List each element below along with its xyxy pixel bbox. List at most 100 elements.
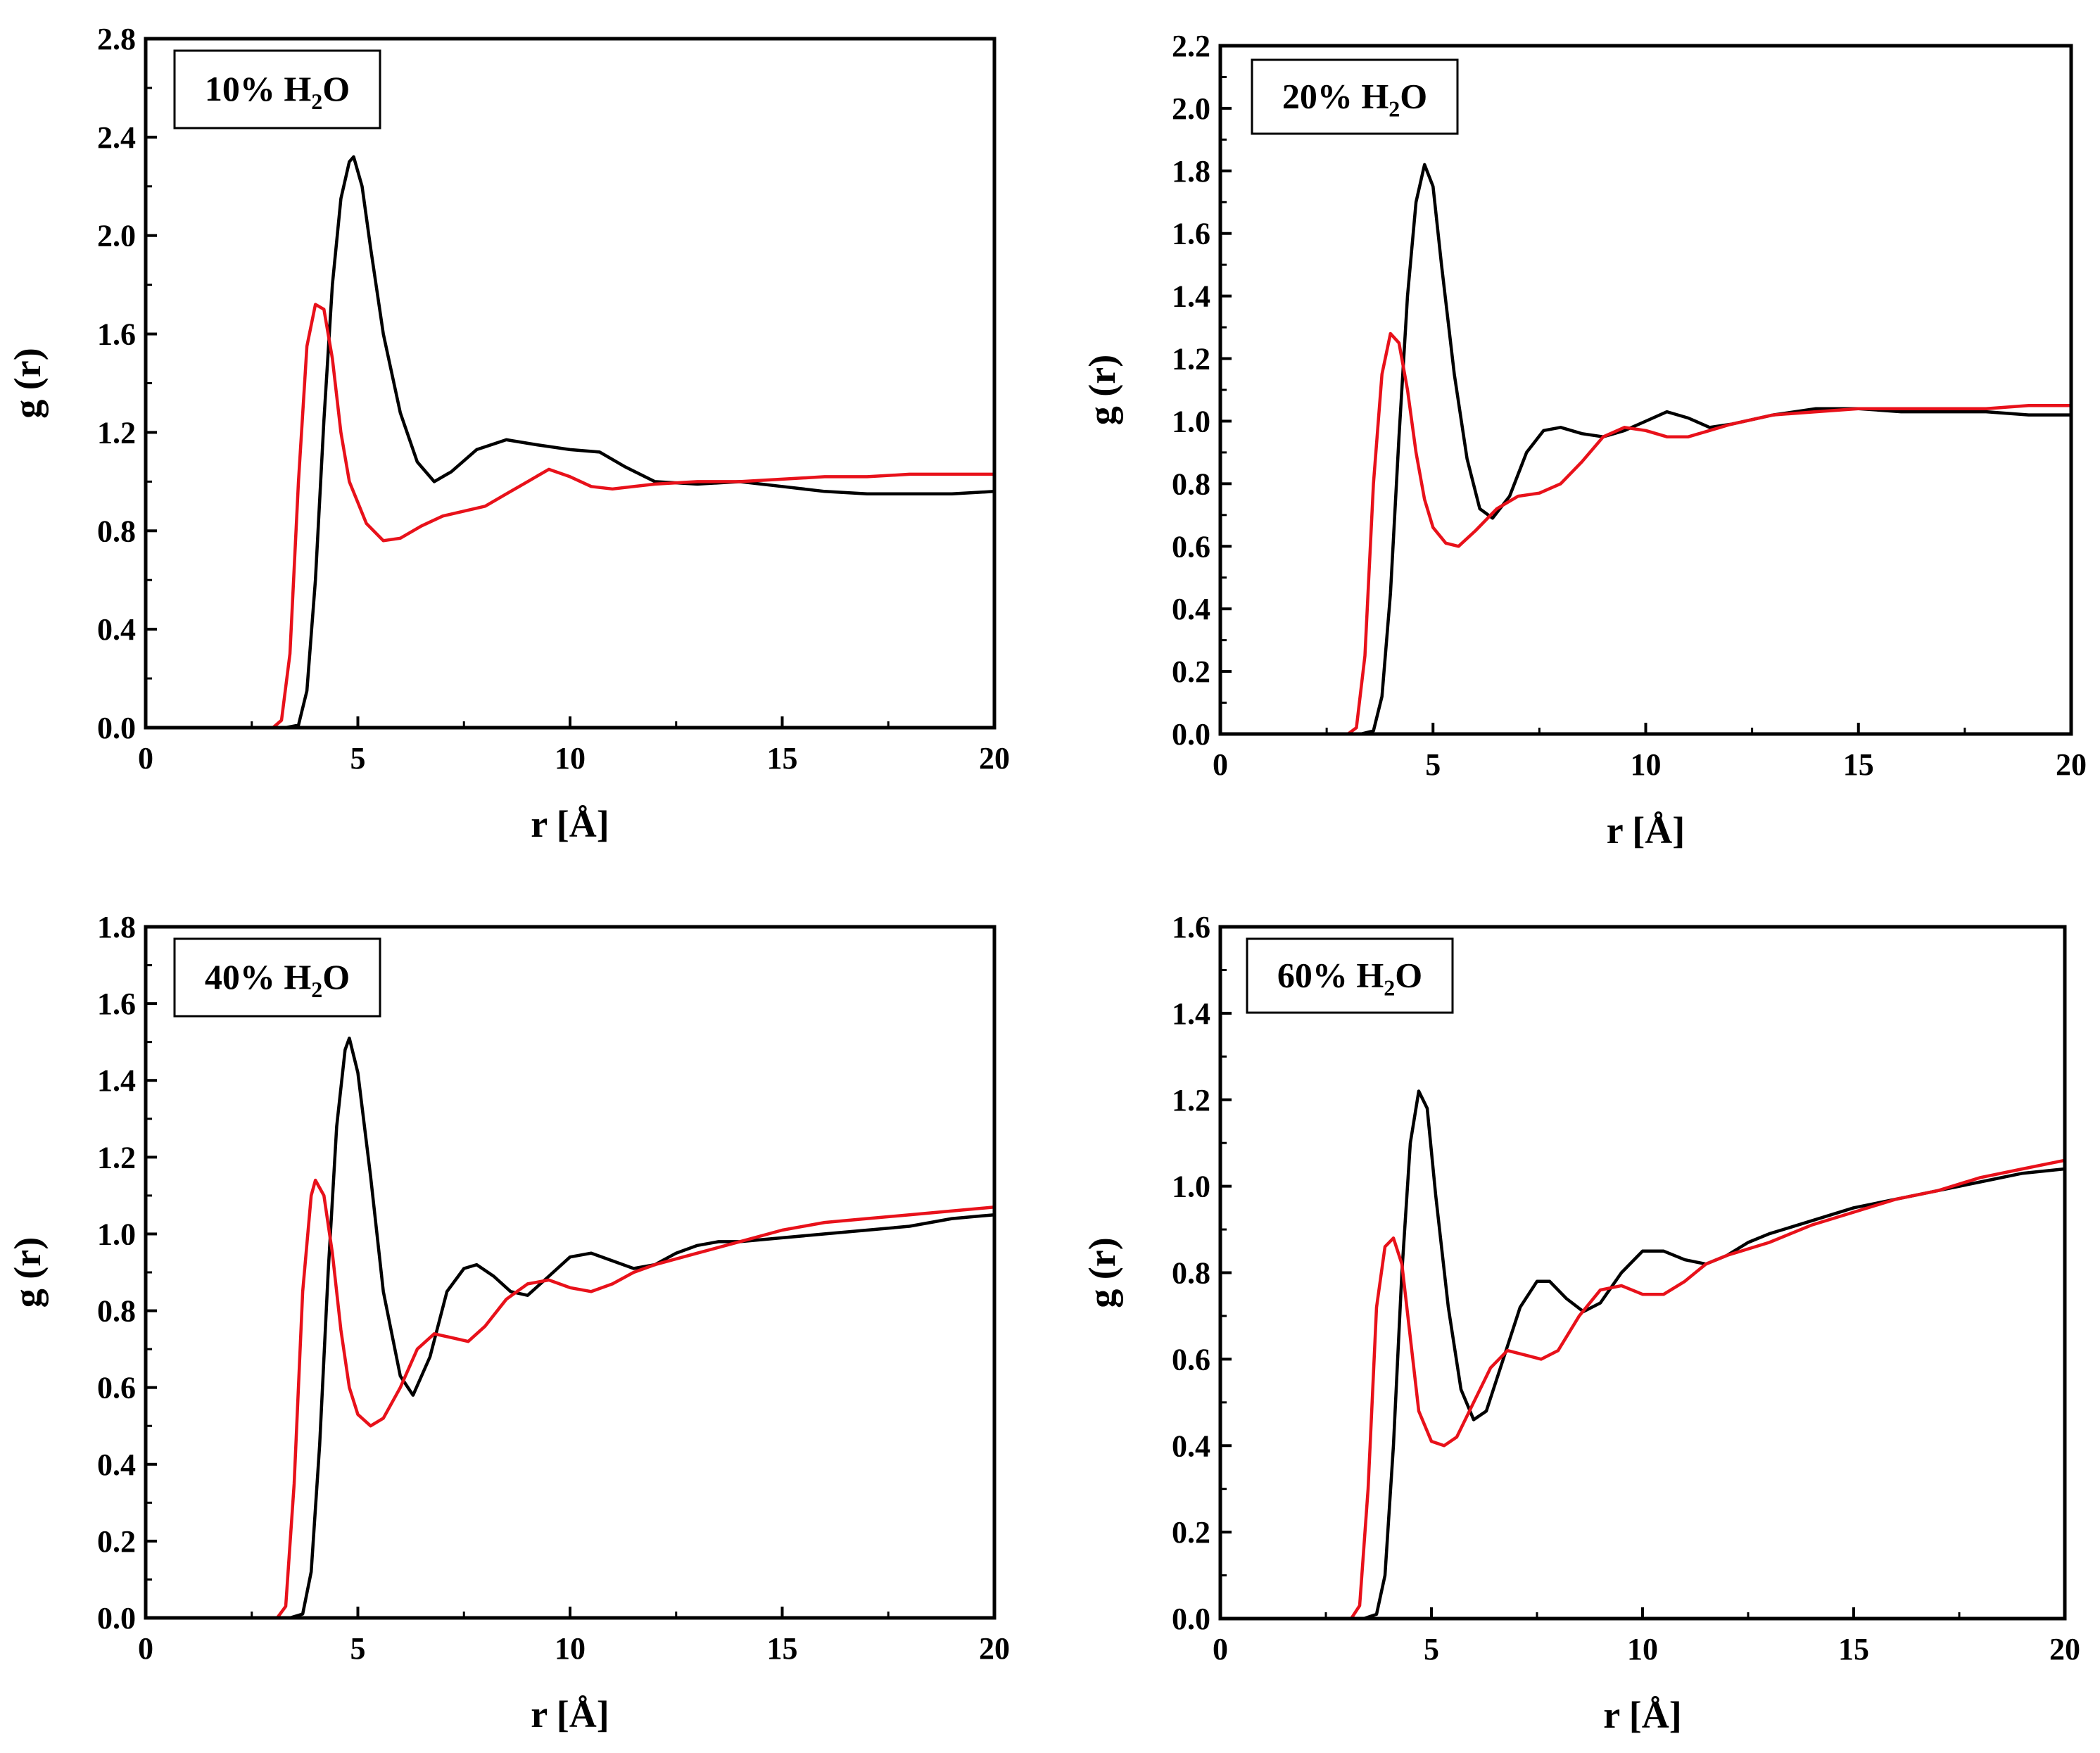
y-tick-label: 0.2 xyxy=(97,1524,136,1559)
x-tick-label: 20 xyxy=(2049,1632,2080,1666)
y-axis-title: g (r) xyxy=(1081,355,1123,425)
panel-label: 40% H2O xyxy=(205,957,350,1002)
panel-label-box xyxy=(173,49,381,129)
panel-label-suffix: O xyxy=(1400,77,1427,116)
y-tick-label: 1.6 xyxy=(97,317,136,352)
y-tick-label: 1.2 xyxy=(1172,1083,1210,1118)
y-tick-label: 1.0 xyxy=(97,1217,136,1251)
y-tick-label: 0.6 xyxy=(97,1371,136,1405)
x-tick-label: 5 xyxy=(1424,1632,1439,1666)
panel-label-suffix: O xyxy=(322,69,350,108)
x-tick-label: 5 xyxy=(1425,747,1441,782)
panel-label-prefix: 40% H xyxy=(205,957,312,996)
y-tick-label: 1.0 xyxy=(1172,1170,1210,1204)
x-tick-label: 0 xyxy=(1213,1632,1228,1666)
x-axis-title: r [Å] xyxy=(1607,809,1685,852)
y-tick-label: 0.4 xyxy=(1172,1429,1210,1463)
y-axis-title: g (r) xyxy=(6,1237,49,1308)
x-tick-label: 5 xyxy=(350,741,366,776)
y-tick-label: 0.0 xyxy=(97,711,136,745)
x-axis-title: r [Å] xyxy=(1603,1694,1681,1736)
y-tick-label: 0.2 xyxy=(1172,654,1210,689)
y-tick-label: 1.6 xyxy=(1172,217,1210,251)
y-tick-label: 1.6 xyxy=(97,987,136,1021)
y-tick-label: 2.2 xyxy=(1172,29,1210,63)
y-tick-label: 1.4 xyxy=(1172,279,1210,314)
panel-label-subscript: 2 xyxy=(1384,975,1395,1001)
panel-label-subscript: 2 xyxy=(1389,96,1400,122)
series-line-red xyxy=(144,303,997,730)
x-tick-label: 5 xyxy=(350,1631,366,1666)
series-line-red xyxy=(1218,1158,2067,1621)
x-axis-title: r [Å] xyxy=(531,803,609,845)
y-tick-label: 0.8 xyxy=(1172,467,1210,501)
panel-label-suffix: O xyxy=(1395,956,1422,995)
y-tick-label: 0.0 xyxy=(97,1601,136,1635)
panel-label-box xyxy=(1251,58,1459,135)
x-tick-label: 10 xyxy=(555,1631,586,1666)
y-tick-label: 0.8 xyxy=(97,1294,136,1329)
panel-label: 10% H2O xyxy=(205,69,350,114)
series-line-black xyxy=(1218,163,2073,736)
chart-panel-3: 0 5 10 15 20 0.0 0.2 0.4 0.6 0.8 1.0 1.2 1.4 1.6 1.8 r … xyxy=(6,910,1010,1735)
chart-panel-2: 0 5 10 15 20 0.0 0.2 0.4 0.6 0.8 1.0 1.2 1.4 1.6 1.8 2.… xyxy=(1081,29,2087,852)
y-tick-label: 0.4 xyxy=(97,1448,136,1482)
y-tick-label: 1.4 xyxy=(1172,996,1210,1031)
y-tick-label: 0.2 xyxy=(1172,1515,1210,1550)
x-tick-label: 20 xyxy=(979,741,1010,776)
y-tick-label: 1.6 xyxy=(1172,910,1210,944)
panel-label-prefix: 10% H xyxy=(205,69,312,108)
x-tick-label: 15 xyxy=(1838,1632,1869,1666)
y-tick-label: 0.4 xyxy=(97,612,136,647)
plot-frame xyxy=(144,37,997,730)
y-tick-label: 1.2 xyxy=(97,415,136,450)
series-line-red xyxy=(144,1178,997,1620)
y-tick-label: 2.0 xyxy=(97,219,136,253)
y-tick-label: 1.0 xyxy=(1172,404,1210,438)
panel-label-prefix: 20% H xyxy=(1282,77,1389,116)
series-line-black xyxy=(1218,1089,2067,1621)
y-tick-label: 1.4 xyxy=(97,1063,136,1098)
x-tick-label: 0 xyxy=(1213,747,1228,782)
y-tick-label: 1.8 xyxy=(97,910,136,944)
panel-label-box xyxy=(1246,937,1454,1014)
panel-label-subscript: 2 xyxy=(311,89,322,114)
y-tick-label: 0.0 xyxy=(1172,717,1210,752)
chart-panel-4: 0 5 10 15 20 0.0 0.2 0.4 0.6 0.8 1.0 1.2 1.4 1.6 r [Å]… xyxy=(1081,910,2080,1736)
y-tick-label: 0.8 xyxy=(1172,1256,1210,1291)
x-tick-label: 0 xyxy=(138,741,153,776)
x-tick-label: 20 xyxy=(979,1631,1010,1666)
panel-label: 60% H2O xyxy=(1277,956,1422,1001)
panel-label: 20% H2O xyxy=(1282,77,1427,122)
x-axis-title: r [Å] xyxy=(531,1693,609,1735)
x-tick-label: 15 xyxy=(767,1631,798,1666)
y-tick-label: 1.2 xyxy=(97,1140,136,1175)
series-line-red xyxy=(1218,331,2073,736)
panel-label-prefix: 60% H xyxy=(1277,956,1384,995)
plot-frame xyxy=(1218,44,2073,736)
x-tick-label: 20 xyxy=(2056,747,2087,782)
chart-panel-1: 0 5 10 15 20 0.0 0.4 0.8 1.2 1.6 2.0 2.4 2.8 r [Å] g (… xyxy=(6,22,1010,845)
series-line-black xyxy=(144,155,997,730)
y-tick-label: 0.0 xyxy=(1172,1602,1210,1636)
y-tick-label: 0.4 xyxy=(1172,592,1210,626)
x-tick-label: 15 xyxy=(1843,747,1874,782)
y-tick-label: 0.8 xyxy=(97,514,136,548)
x-tick-label: 0 xyxy=(138,1631,153,1666)
x-tick-label: 15 xyxy=(767,741,798,776)
y-axis-title: g (r) xyxy=(6,348,49,418)
y-tick-label: 2.0 xyxy=(1172,91,1210,126)
panel-label-box xyxy=(173,937,381,1018)
panel-label-subscript: 2 xyxy=(311,977,322,1002)
y-tick-label: 0.6 xyxy=(1172,1342,1210,1377)
plot-frame xyxy=(1218,925,2067,1621)
y-tick-label: 2.4 xyxy=(97,120,136,155)
y-tick-label: 1.2 xyxy=(1172,342,1210,376)
x-tick-label: 10 xyxy=(1631,747,1662,782)
panel-label-suffix: O xyxy=(322,957,350,996)
y-tick-label: 2.8 xyxy=(97,22,136,56)
y-tick-label: 0.6 xyxy=(1172,529,1210,564)
x-tick-label: 10 xyxy=(1627,1632,1658,1666)
y-tick-label: 1.8 xyxy=(1172,154,1210,189)
